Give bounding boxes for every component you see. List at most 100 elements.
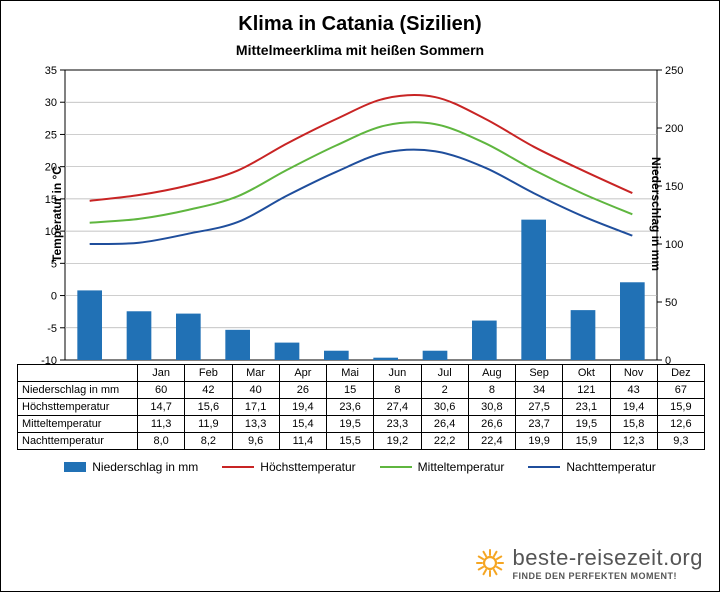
- data-cell: 15,6: [185, 399, 232, 416]
- data-cell: 26,4: [421, 416, 468, 433]
- data-cell: 19,4: [279, 399, 326, 416]
- month-header: Aug: [468, 365, 515, 382]
- legend-label: Mitteltemperatur: [418, 460, 505, 474]
- data-table: JanFebMarAprMaiJunJulAugSepOktNovDez Nied…: [17, 364, 705, 450]
- legend: Niederschlag in mm Höchsttemperatur Mittel…: [17, 460, 703, 474]
- legend-label: Nachttemperatur: [566, 460, 655, 474]
- data-cell: 15,8: [610, 416, 657, 433]
- data-cell: 23,3: [374, 416, 421, 433]
- svg-text:-10: -10: [41, 355, 57, 364]
- data-cell: 67: [657, 382, 704, 399]
- data-cell: 40: [232, 382, 279, 399]
- legend-item: Mitteltemperatur: [380, 460, 505, 474]
- svg-text:0: 0: [51, 291, 57, 303]
- svg-text:200: 200: [665, 123, 683, 135]
- data-cell: 8,0: [138, 433, 185, 450]
- sun-icon: [473, 546, 507, 580]
- month-header: Apr: [279, 365, 326, 382]
- row-label: Höchsttemperatur: [18, 399, 138, 416]
- data-cell: 26,6: [468, 416, 515, 433]
- month-header: Jun: [374, 365, 421, 382]
- month-header: Okt: [563, 365, 610, 382]
- chart-title: Klima in Catania (Sizilien): [17, 13, 703, 36]
- data-cell: 22,2: [421, 433, 468, 450]
- data-cell: 23,1: [563, 399, 610, 416]
- svg-text:150: 150: [665, 181, 683, 193]
- data-cell: 17,1: [232, 399, 279, 416]
- data-cell: 22,4: [468, 433, 515, 450]
- legend-swatch: [64, 462, 86, 472]
- month-header: Nov: [610, 365, 657, 382]
- row-label: Nachttemperatur: [18, 433, 138, 450]
- data-cell: 8: [374, 382, 421, 399]
- data-cell: 19,5: [563, 416, 610, 433]
- data-cell: 11,9: [185, 416, 232, 433]
- legend-label: Niederschlag in mm: [92, 460, 198, 474]
- month-header: Dez: [657, 365, 704, 382]
- month-header: Feb: [185, 365, 232, 382]
- month-header: Mar: [232, 365, 279, 382]
- data-cell: 14,7: [138, 399, 185, 416]
- data-cell: 42: [185, 382, 232, 399]
- data-cell: 26: [279, 382, 326, 399]
- data-cell: 60: [138, 382, 185, 399]
- data-cell: 34: [516, 382, 563, 399]
- data-cell: 15,9: [657, 399, 704, 416]
- month-header: Jul: [421, 365, 468, 382]
- svg-text:-5: -5: [47, 323, 57, 335]
- data-cell: 30,6: [421, 399, 468, 416]
- data-cell: 27,5: [516, 399, 563, 416]
- brand-tagline: FINDE DEN PERFEKTEN MOMENT!: [513, 571, 703, 581]
- brand-name: beste-reisezeit.org: [513, 545, 703, 571]
- chart-subtitle: Mittelmeerklima mit heißen Sommern: [17, 42, 703, 58]
- month-header: Jan: [138, 365, 185, 382]
- data-cell: 15,9: [563, 433, 610, 450]
- data-cell: 2: [421, 382, 468, 399]
- data-cell: 23,7: [516, 416, 563, 433]
- data-cell: 15: [327, 382, 374, 399]
- legend-item: Höchsttemperatur: [222, 460, 355, 474]
- svg-text:0: 0: [665, 355, 671, 364]
- data-cell: 12,3: [610, 433, 657, 450]
- chart-svg: -10-505101520253035050100150200250: [17, 64, 705, 364]
- legend-label: Höchsttemperatur: [260, 460, 355, 474]
- data-cell: 8,2: [185, 433, 232, 450]
- chart-area: Temperatur in °C Niederschlag in mm -10 -…: [17, 64, 705, 364]
- legend-item: Nachttemperatur: [528, 460, 655, 474]
- y-axis-left-label: Temperatur in °C: [50, 166, 64, 262]
- data-cell: 8: [468, 382, 515, 399]
- legend-swatch: [380, 466, 412, 468]
- data-cell: 11,3: [138, 416, 185, 433]
- svg-text:35: 35: [45, 65, 57, 77]
- climate-chart-card: Klima in Catania (Sizilien) Mittelmeerkl…: [0, 0, 720, 592]
- month-header: Mai: [327, 365, 374, 382]
- data-cell: 19,4: [610, 399, 657, 416]
- data-cell: 9,6: [232, 433, 279, 450]
- data-cell: 9,3: [657, 433, 704, 450]
- data-cell: 19,5: [327, 416, 374, 433]
- legend-swatch: [528, 466, 560, 468]
- data-cell: 27,4: [374, 399, 421, 416]
- data-cell: 15,5: [327, 433, 374, 450]
- data-cell: 13,3: [232, 416, 279, 433]
- svg-text:25: 25: [45, 129, 57, 141]
- row-label: Mitteltemperatur: [18, 416, 138, 433]
- data-cell: 19,2: [374, 433, 421, 450]
- svg-text:50: 50: [665, 297, 677, 309]
- svg-text:30: 30: [45, 97, 57, 109]
- data-cell: 43: [610, 382, 657, 399]
- data-cell: 12,6: [657, 416, 704, 433]
- data-cell: 19,9: [516, 433, 563, 450]
- data-cell: 121: [563, 382, 610, 399]
- data-cell: 11,4: [279, 433, 326, 450]
- month-header: Sep: [516, 365, 563, 382]
- legend-swatch: [222, 466, 254, 468]
- data-cell: 15,4: [279, 416, 326, 433]
- legend-item: Niederschlag in mm: [64, 460, 198, 474]
- svg-text:250: 250: [665, 65, 683, 77]
- svg-text:100: 100: [665, 239, 683, 251]
- y-axis-right-label: Niederschlag in mm: [649, 157, 663, 271]
- footer-logo: beste-reisezeit.org FINDE DEN PERFEKTEN …: [473, 545, 703, 581]
- data-cell: 23,6: [327, 399, 374, 416]
- row-label: Niederschlag in mm: [18, 382, 138, 399]
